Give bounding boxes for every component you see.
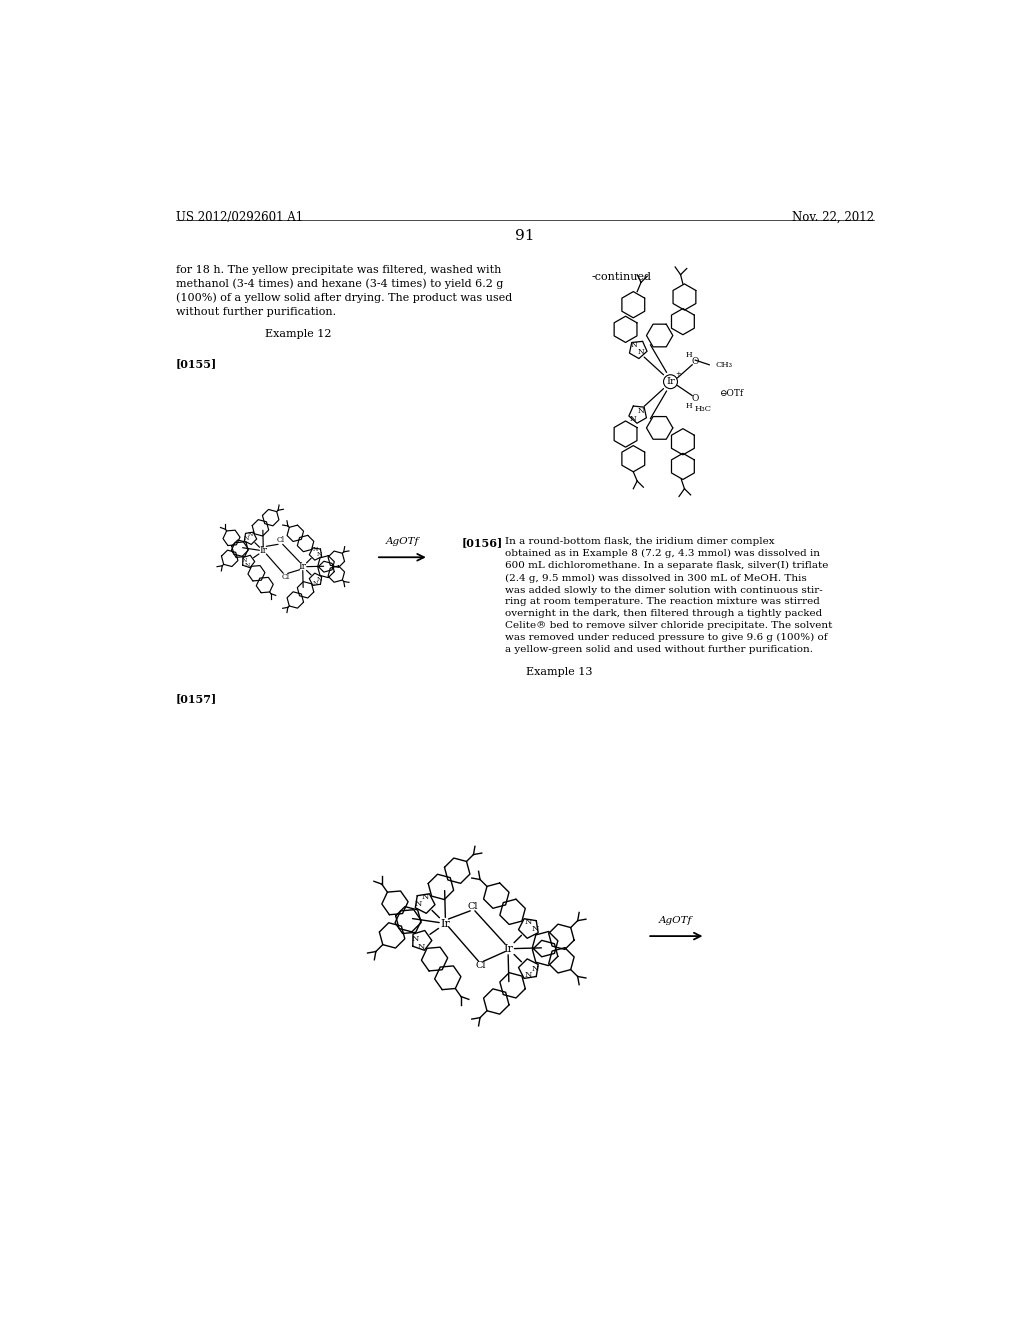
Text: Ir: Ir [440,919,451,929]
Text: Ir: Ir [667,378,675,387]
Text: O: O [691,358,699,366]
Text: N: N [317,577,323,582]
Text: N: N [417,942,425,950]
Text: -continued: -continued [592,272,651,282]
Text: N: N [242,558,247,562]
Text: N: N [248,532,253,536]
Text: H₃C: H₃C [694,405,712,413]
Text: N: N [638,348,644,356]
Text: [0157]: [0157] [176,693,217,705]
Text: ⊖OTf: ⊖OTf [719,389,742,397]
Text: US 2012/0292601 A1: US 2012/0292601 A1 [176,211,303,224]
Text: Ir: Ir [503,944,513,953]
Text: N: N [531,965,539,973]
Text: AgOTf: AgOTf [659,916,692,925]
Text: Cl: Cl [476,961,486,970]
Text: Cl: Cl [282,573,290,581]
Text: Nov. 22, 2012: Nov. 22, 2012 [792,211,873,224]
Text: Ir: Ir [259,546,267,556]
Text: H: H [686,351,692,359]
Text: N: N [531,924,539,932]
Text: +: + [676,370,681,378]
Text: N: N [524,917,532,925]
Text: [0156]: [0156] [461,537,503,548]
Text: N: N [244,536,249,541]
Text: CH₃: CH₃ [716,360,732,368]
Text: [0155]: [0155] [176,359,217,370]
Text: N: N [415,900,422,908]
Text: N: N [638,407,644,414]
Text: Example 13: Example 13 [525,667,592,677]
Text: Ir: Ir [299,562,307,572]
Text: for 18 h. The yellow precipitate was filtered, washed with
methanol (3-4 times) : for 18 h. The yellow precipitate was fil… [176,264,512,317]
Text: AgOTf: AgOTf [386,537,419,546]
Text: N: N [631,341,638,348]
Text: H: H [686,403,692,411]
Text: Cl: Cl [467,903,478,912]
Text: N: N [412,935,419,942]
Text: N: N [630,414,637,422]
Text: Example 12: Example 12 [265,330,332,339]
Text: N: N [422,892,429,900]
Text: N: N [317,552,323,557]
Text: In a round-bottom flask, the iridium dimer complex
obtained as in Example 8 (7.2: In a round-bottom flask, the iridium dim… [505,537,833,655]
Text: O: O [691,395,699,403]
Text: N: N [245,562,251,568]
Text: 91: 91 [515,230,535,243]
Text: Cl: Cl [276,536,285,544]
Text: N: N [312,548,318,552]
Text: N: N [312,581,318,586]
Text: N: N [524,972,532,979]
